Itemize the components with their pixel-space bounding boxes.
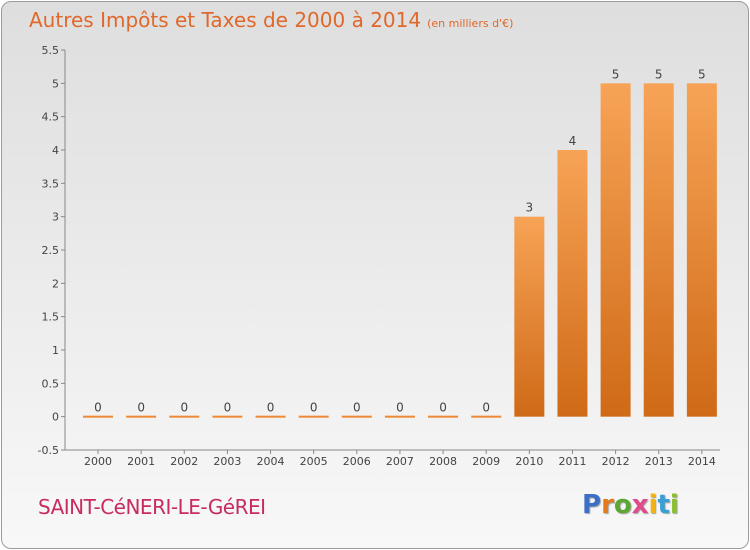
chart-title: Autres Impôts et Taxes de 2000 à 2014 (en… (29, 8, 513, 32)
x-tick-label: 2000 (84, 455, 112, 468)
x-tick-label: 2005 (300, 455, 328, 468)
bar (471, 415, 502, 418)
data-label: 5 (612, 67, 620, 81)
y-tick-label: 4.5 (42, 111, 60, 124)
y-tick-label: 1.5 (42, 311, 60, 324)
logo-letter: x (631, 490, 649, 520)
x-tick-label: 2014 (688, 455, 716, 468)
chart-title-text: Autres Impôts et Taxes de 2000 à 2014 (29, 8, 422, 32)
chart-subtitle: (en milliers d'€) (427, 17, 514, 30)
y-tick-label: 3 (52, 211, 59, 224)
data-label: 0 (137, 401, 145, 415)
logo-letter: i (669, 490, 679, 520)
logo-letter: r (601, 490, 614, 520)
y-tick-label: -0.5 (38, 444, 59, 457)
bar (557, 150, 588, 417)
x-tick-label: 2003 (213, 455, 241, 468)
y-tick-label: 2.5 (42, 244, 60, 257)
data-label: 0 (396, 401, 404, 415)
bar (255, 415, 286, 418)
y-tick-label: 2 (52, 277, 59, 290)
data-label: 0 (482, 401, 490, 415)
data-label: 0 (310, 401, 318, 415)
x-tick-label: 2012 (602, 455, 630, 468)
logo-letter: o (613, 490, 632, 520)
x-tick-label: 2009 (472, 455, 500, 468)
data-label: 0 (353, 401, 361, 415)
y-tick-label: 5.5 (42, 44, 60, 57)
x-tick-label: 2006 (343, 455, 371, 468)
x-tick-label: 2001 (127, 455, 155, 468)
bar (600, 83, 631, 417)
y-tick-label: 5 (52, 77, 59, 90)
proxiti-logo: Proxiti (582, 490, 679, 520)
bar (341, 415, 372, 418)
bar (428, 415, 459, 418)
data-label: 0 (94, 401, 102, 415)
data-label: 3 (526, 201, 534, 215)
x-tick-label: 2013 (645, 455, 673, 468)
place-name: SAINT-CéNERI-LE-GéREI (38, 495, 266, 519)
y-tick-label: 1 (52, 344, 59, 357)
y-tick-label: 0.5 (42, 377, 60, 390)
logo-letter: i (648, 490, 658, 520)
y-tick-label: 0 (52, 411, 59, 424)
bar (514, 216, 545, 417)
x-tick-label: 2007 (386, 455, 414, 468)
data-label: 5 (655, 67, 663, 81)
x-tick-label: 2011 (558, 455, 586, 468)
x-tick-label: 2008 (429, 455, 457, 468)
bar (126, 415, 157, 418)
x-tick-label: 2002 (170, 455, 198, 468)
bar (686, 83, 717, 417)
bar (83, 415, 113, 418)
logo-letter: t (657, 490, 670, 520)
data-label: 5 (698, 67, 706, 81)
bar (212, 415, 243, 418)
data-label: 4 (569, 134, 577, 148)
x-tick-label: 2004 (257, 455, 285, 468)
logo-letter: P (582, 490, 602, 520)
data-label: 0 (439, 401, 447, 415)
y-tick-label: 4 (52, 144, 59, 157)
data-label: 0 (224, 401, 232, 415)
y-tick-label: 3.5 (42, 177, 60, 190)
bar (298, 415, 329, 418)
bar (169, 415, 200, 418)
data-label: 0 (180, 401, 188, 415)
data-label: 0 (267, 401, 275, 415)
bar (384, 415, 415, 418)
x-tick-label: 2010 (515, 455, 543, 468)
bar (643, 83, 674, 417)
